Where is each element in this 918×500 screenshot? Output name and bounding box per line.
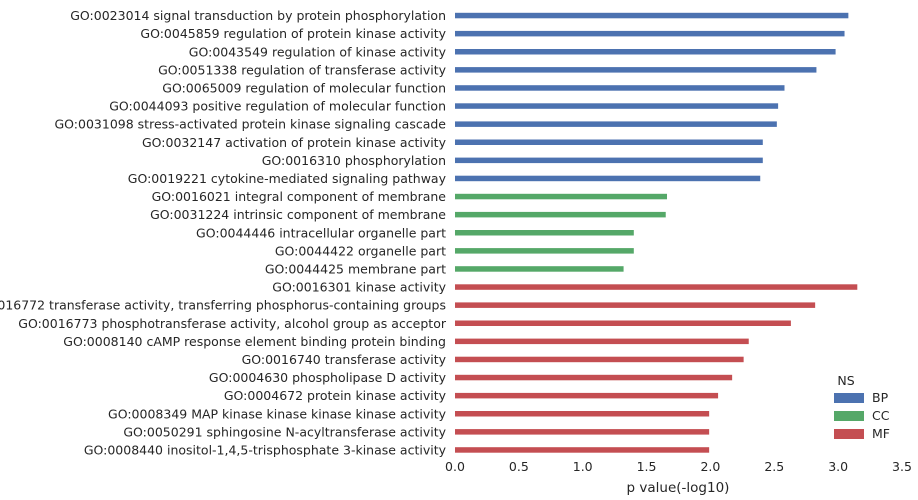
bar-bp — [455, 139, 763, 145]
bar-cc — [455, 248, 634, 254]
category-label: GO:0050291 sphingosine N-acyltransferase… — [123, 424, 446, 439]
category-label: GO:0045859 regulation of protein kinase … — [140, 26, 446, 41]
bar-bp — [455, 103, 779, 109]
bar-mf — [455, 320, 791, 326]
bar-bp — [455, 67, 817, 73]
category-label: GO:0016021 integral component of membran… — [152, 189, 447, 204]
x-axis-label: p value(-log10) — [627, 480, 730, 496]
category-label: GO:0004672 protein kinase activity — [224, 388, 447, 403]
bar-bp — [455, 157, 763, 164]
category-label: GO:0044422 organelle part — [275, 243, 446, 258]
category-label: GO:0023014 signal transduction by protei… — [70, 8, 446, 23]
x-tick-label: 0.5 — [509, 459, 529, 474]
category-label: GO:0044425 membrane part — [265, 261, 446, 276]
bar-bp — [455, 30, 845, 37]
category-label: GO:0016740 transferase activity — [242, 352, 447, 367]
bar-bp — [455, 175, 761, 182]
category-label: GO:0008349 MAP kinase kinase kinase kina… — [108, 406, 447, 421]
x-tick-label: 1.0 — [573, 459, 593, 474]
x-tick-label: 2.0 — [700, 459, 720, 474]
x-tick-label: 0.0 — [445, 459, 465, 474]
bar-cc — [455, 266, 624, 272]
legend-swatch-cc — [834, 411, 864, 421]
category-label: GO:0016301 kinase activity — [272, 280, 446, 295]
x-tick-label: 3.0 — [828, 459, 848, 474]
category-label: GO:0016773 phosphotransferase activity, … — [18, 316, 447, 331]
bar-bp — [455, 49, 836, 55]
category-label: GO:0008140 cAMP response element binding… — [63, 334, 446, 349]
category-label: GO:0032147 activation of protein kinase … — [142, 135, 447, 150]
legend-title: NS — [837, 373, 854, 388]
legend-label-mf: MF — [872, 426, 890, 441]
legend-swatch-mf — [834, 429, 864, 439]
category-label: GO:0031224 intrinsic component of membra… — [150, 207, 446, 222]
bar-mf — [455, 411, 710, 417]
legend: NS BP CC MF — [834, 373, 890, 441]
category-label: GO:0004630 phospholipase D activity — [209, 370, 447, 385]
bar-mf — [455, 284, 858, 290]
bar-mf — [455, 374, 733, 381]
category-label: GO:0019221 cytokine-mediated signaling p… — [128, 171, 447, 186]
category-labels: GO:0023014 signal transduction by protei… — [0, 8, 447, 457]
x-axis-ticks: 0.0 0.5 1.0 1.5 2.0 2.5 3.0 3.5 — [445, 459, 912, 474]
bar-bp — [455, 85, 785, 91]
bar-cc — [455, 193, 668, 200]
bar-cc — [455, 230, 634, 236]
bar-mf — [455, 356, 744, 363]
legend-label-cc: CC — [872, 408, 890, 423]
bar-mf — [455, 338, 749, 345]
category-label: GO:0051338 regulation of transferase act… — [158, 62, 447, 77]
category-label: GO:0043549 regulation of kinase activity — [189, 44, 447, 59]
legend-swatch-bp — [834, 393, 864, 403]
legend-label-bp: BP — [872, 390, 889, 405]
category-label: GO:0031098 stress-activated protein kina… — [55, 117, 447, 132]
bar-bp — [455, 12, 849, 19]
bar-mf — [455, 447, 710, 453]
bar-mf — [455, 302, 816, 308]
category-label: GO:0065009 regulation of molecular funct… — [162, 80, 446, 95]
category-label: GO:0044093 positive regulation of molecu… — [109, 99, 446, 114]
bar-mf — [455, 392, 719, 399]
category-label: GO:0016772 transferase activity, transfe… — [0, 298, 446, 313]
category-label: GO:0008440 inositol-1,4,5-trisphosphate … — [84, 442, 447, 457]
bars-layer — [455, 12, 858, 453]
bar-bp — [455, 121, 777, 127]
bar-cc — [455, 211, 666, 218]
x-tick-label: 2.5 — [764, 459, 784, 474]
category-label: GO:0044446 intracellular organelle part — [196, 225, 446, 240]
x-tick-label: 1.5 — [637, 459, 657, 474]
category-label: GO:0016310 phosphorylation — [262, 153, 446, 168]
x-tick-label: 3.5 — [892, 459, 912, 474]
bar-mf — [455, 429, 710, 435]
